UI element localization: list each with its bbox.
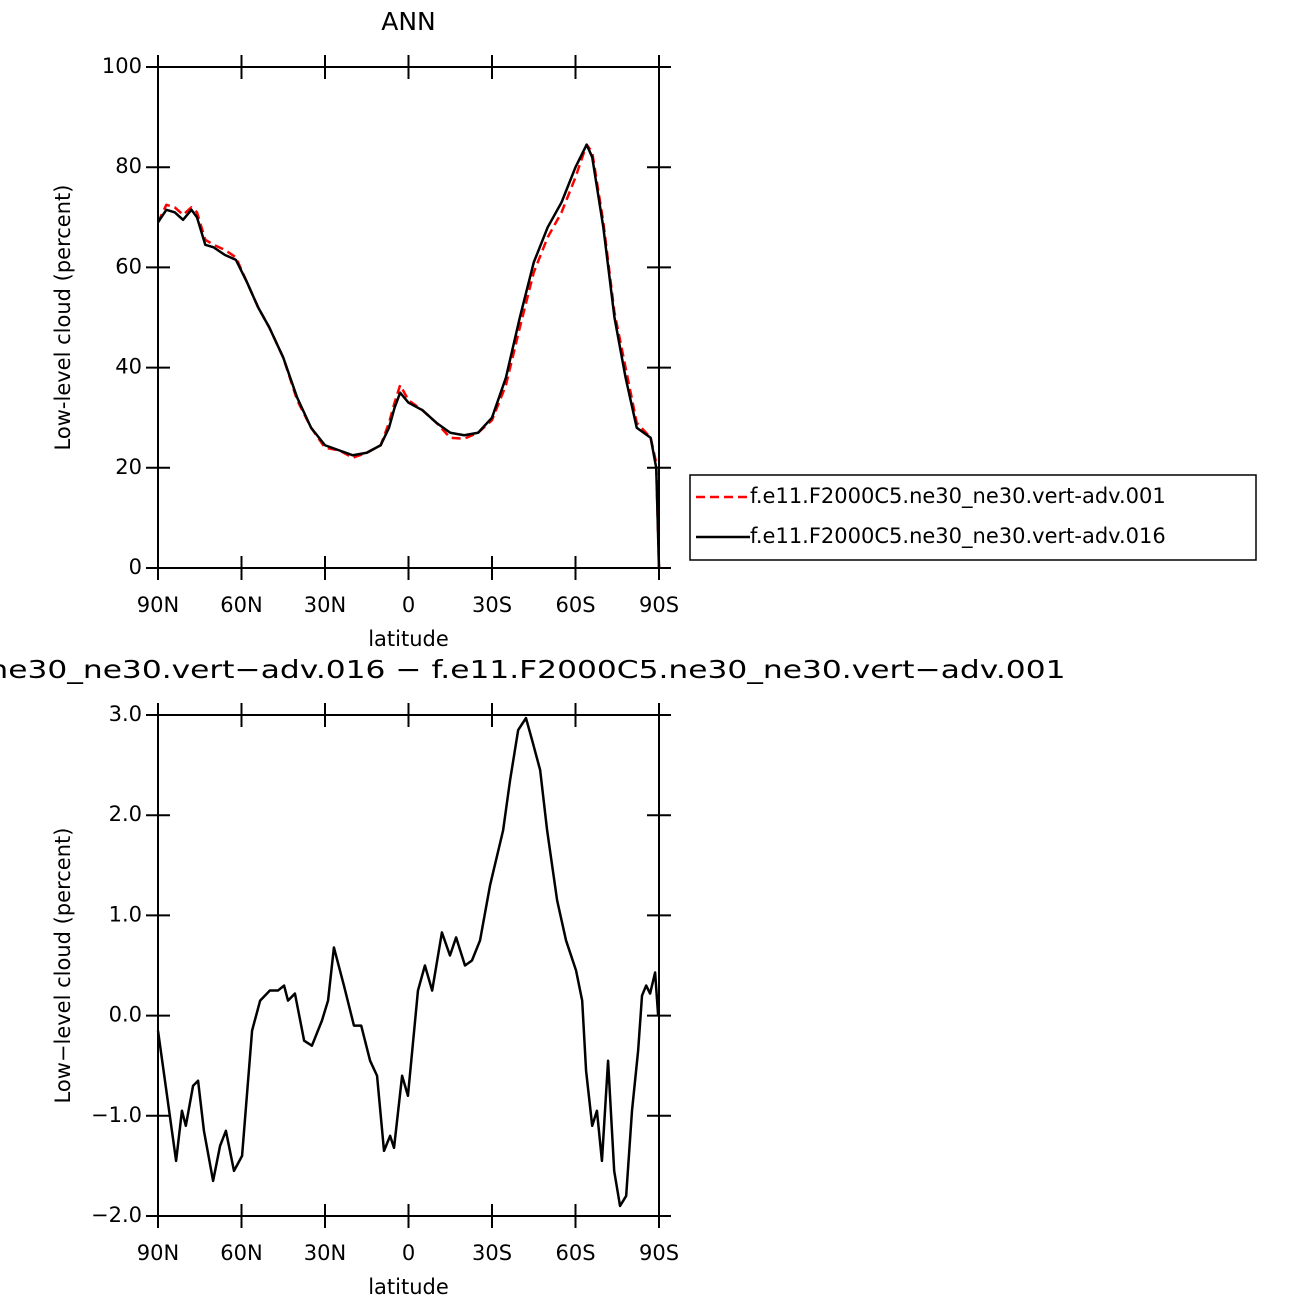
chart-title: f.e11.F2000C5.ne30_ne30.vert−adv.016 − f… (0, 655, 1066, 684)
legend-label: f.e11.F2000C5.ne30_ne30.vert-adv.016 (750, 524, 1166, 549)
y-tick-label: 1.0 (109, 902, 142, 926)
y-tick-label: 0.0 (109, 1003, 142, 1027)
x-tick-label: 90S (639, 593, 679, 617)
plot-frame (157, 714, 660, 1217)
plot-frame (157, 66, 660, 569)
x-tick-label: 60S (555, 1241, 595, 1265)
y-tick-label: 20 (115, 455, 142, 479)
x-tick-label: 0 (402, 593, 415, 617)
y-tick-label: 40 (115, 355, 142, 379)
x-tick-label: 30N (304, 1241, 346, 1265)
x-axis-label: latitude (368, 627, 449, 651)
x-tick-label: 30S (472, 593, 512, 617)
x-tick-label: 30N (304, 593, 346, 617)
y-tick-label: −1.0 (91, 1103, 142, 1127)
x-tick-label: 60N (220, 1241, 262, 1265)
x-tick-label: 60N (220, 593, 262, 617)
x-tick-label: 90N (137, 593, 179, 617)
y-tick-label: 80 (115, 154, 142, 178)
data-line (156, 143, 661, 569)
y-tick-label: 3.0 (109, 702, 142, 726)
data-line (156, 716, 660, 1208)
chart-title: ANN (381, 7, 436, 36)
y-tick-label: 2.0 (109, 802, 142, 826)
x-tick-label: 90N (137, 1241, 179, 1265)
legend-box (689, 474, 1257, 561)
y-axis-label: Low−level cloud (percent) (51, 828, 75, 1104)
x-tick-label: 60S (555, 593, 595, 617)
y-tick-label: 60 (115, 254, 142, 278)
legend-label: f.e11.F2000C5.ne30_ne30.vert-adv.001 (750, 484, 1166, 509)
x-tick-label: 0 (402, 1241, 415, 1265)
x-axis-label: latitude (368, 1275, 449, 1299)
x-tick-label: 90S (639, 1241, 679, 1265)
data-line (156, 143, 661, 569)
y-axis-label: Low-level cloud (percent) (51, 185, 75, 451)
y-tick-label: 0 (129, 555, 142, 579)
y-tick-label: −2.0 (91, 1203, 142, 1227)
x-tick-label: 30S (472, 1241, 512, 1265)
y-tick-label: 100 (102, 54, 142, 78)
